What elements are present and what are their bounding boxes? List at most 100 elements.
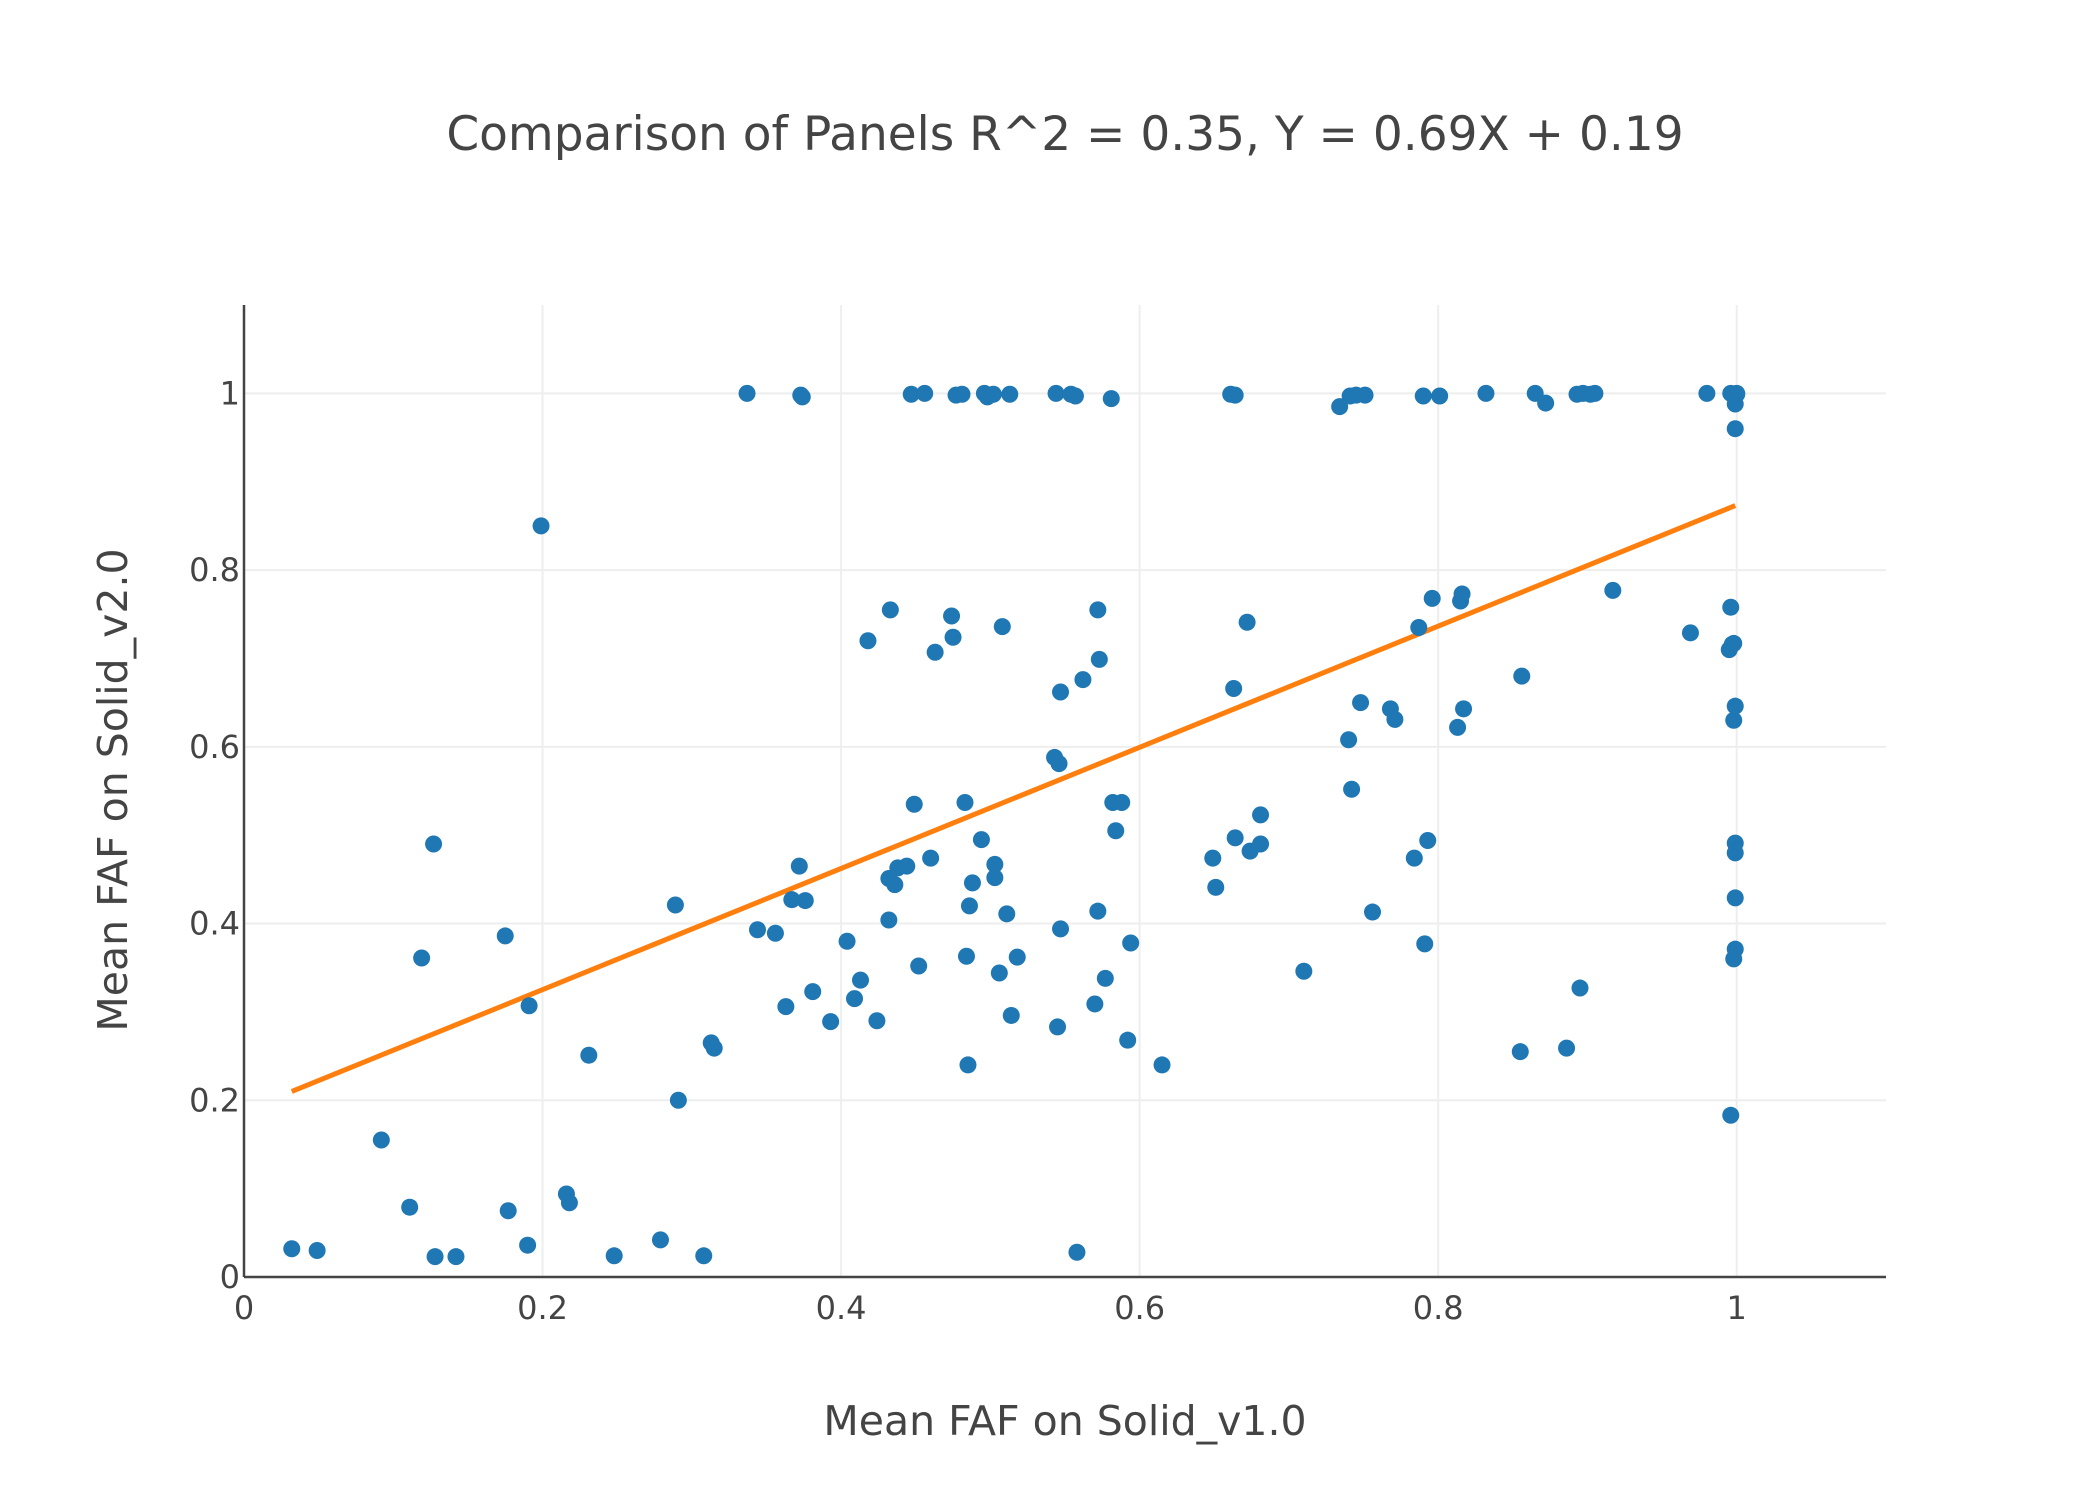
data-point [1455,700,1473,718]
data-point [1207,878,1225,896]
data-point [1225,679,1243,697]
data-point [796,892,814,910]
data-point [1340,731,1358,749]
x-tick-label: 0.8 [1413,1289,1464,1327]
data-point [902,385,920,403]
data-point [1050,755,1068,773]
data-point [1238,613,1256,631]
data-point [783,891,801,909]
data-point [1331,398,1349,416]
grid [244,305,1886,1277]
data-point [1089,902,1107,920]
data-point [790,857,808,875]
data-point [1449,718,1467,736]
data-point [1453,585,1471,603]
data-point [1410,619,1428,637]
data-point [984,385,1002,403]
data-point [1431,387,1449,405]
data-point [1726,940,1744,958]
x-axis-title: Mean FAF on Solid_v1.0 [823,1397,1306,1445]
data-point [705,1039,723,1057]
data-point [651,1231,669,1249]
data-point [308,1241,326,1259]
data-point [499,1202,517,1220]
data-point [447,1248,465,1266]
data-point [1226,386,1244,404]
data-point [1096,969,1114,987]
data-point [1419,831,1437,849]
data-point [905,795,923,813]
x-tick-label: 0.4 [816,1289,867,1327]
data-point [943,607,961,625]
data-point [1090,650,1108,668]
data-point [1423,589,1441,607]
data-point [963,874,981,892]
data-point [960,897,978,915]
data-point [560,1194,578,1212]
data-point [846,990,864,1008]
data-point [1049,1018,1067,1036]
data-point [1722,598,1740,616]
data-point [1414,387,1432,405]
data-point [922,849,940,867]
x-tick-label: 0.6 [1114,1289,1165,1327]
data-point [838,932,856,950]
data-point [859,632,877,650]
data-point [898,857,916,875]
data-point [1698,384,1716,402]
data-point [748,921,766,939]
y-tick-label: 0.6 [189,728,240,766]
data-point [886,876,904,894]
data-point [1722,1106,1740,1124]
data-point [851,971,869,989]
data-point [1068,1243,1086,1261]
data-point [1102,390,1120,408]
data-point [1113,793,1131,811]
data-point [1047,384,1065,402]
y-tick-label: 0.4 [189,905,240,943]
data-point [1416,935,1434,953]
data-point [957,947,975,965]
data-point [1107,822,1125,840]
data-point [1252,835,1270,853]
data-point [822,1013,840,1031]
data-point [1074,671,1092,689]
data-point [1364,903,1382,921]
data-point [766,924,784,942]
data-point [959,1056,977,1074]
data-point [993,618,1011,636]
data-point [1477,384,1495,402]
data-point [1086,995,1104,1013]
data-point [1226,829,1244,847]
data-point [953,385,971,403]
data-point [1386,710,1404,728]
data-point [1681,624,1699,642]
data-point [1008,948,1026,966]
fit-line-layer [290,503,1737,1094]
data-point [804,983,822,1001]
data-point [916,384,934,402]
data-point [1726,889,1744,907]
data-point [695,1247,713,1265]
data-point [738,384,756,402]
data-point [1726,420,1744,438]
data-point [1511,1043,1529,1061]
data-point [425,835,443,853]
data-point [868,1012,886,1030]
data-point [1295,962,1313,980]
y-tick-label: 0 [220,1258,240,1296]
data-point [1726,844,1744,862]
data-point [1405,849,1423,867]
data-point [669,1091,687,1109]
data-point [532,517,550,535]
data-point [1052,920,1070,938]
data-point [1001,385,1019,403]
data-point [580,1046,598,1064]
data-point [998,905,1016,923]
x-tick-label: 0.2 [517,1289,568,1327]
data-point [413,949,431,967]
y-axis-ticks: 0 0.2 0.4 0.6 0.8 1 [189,374,240,1296]
y-tick-label: 1 [220,374,240,412]
